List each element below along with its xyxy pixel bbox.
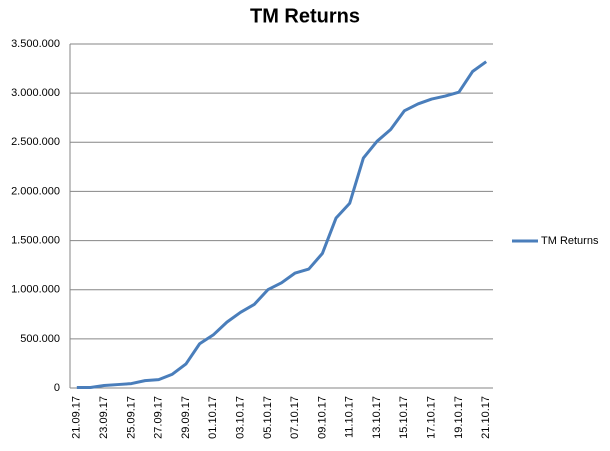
legend-label: TM Returns	[541, 235, 599, 247]
y-tick-label: 500.000	[20, 333, 60, 345]
y-tick-label: 2.000.000	[11, 185, 60, 197]
data-line	[76, 60, 488, 390]
x-tick-label: 17.10.17	[426, 396, 438, 439]
x-tick-label: 21.09.17	[71, 396, 83, 439]
x-tick-label: 11.10.17	[344, 396, 356, 438]
x-tick-label: 25.09.17	[125, 396, 137, 439]
x-tick-label: 01.10.17	[207, 396, 219, 439]
y-tick-label: 1.000.000	[11, 284, 60, 296]
x-tick-label: 03.10.17	[234, 396, 246, 439]
y-tick-label: 2.500.000	[11, 136, 60, 148]
y-tick-label: 3.000.000	[11, 87, 60, 99]
chart-title: TM Returns	[250, 5, 360, 27]
y-tick-label: 1.500.000	[11, 234, 60, 246]
x-tick-label: 07.10.17	[289, 396, 301, 439]
x-tick-label: 27.09.17	[153, 396, 165, 439]
x-tick-label: 15.10.17	[398, 396, 410, 439]
y-tick-label: 0	[54, 382, 60, 394]
x-tick-label: 13.10.17	[371, 396, 383, 439]
x-tick-label: 19.10.17	[453, 396, 465, 439]
x-tick-label: 09.10.17	[316, 396, 328, 439]
x-tick-label: 05.10.17	[262, 396, 274, 439]
x-tick-label: 21.10.17	[480, 396, 492, 439]
y-tick-label: 3.500.000	[11, 38, 60, 50]
x-tick-label: 23.09.17	[98, 396, 110, 439]
x-tick-label: 29.09.17	[180, 396, 192, 439]
